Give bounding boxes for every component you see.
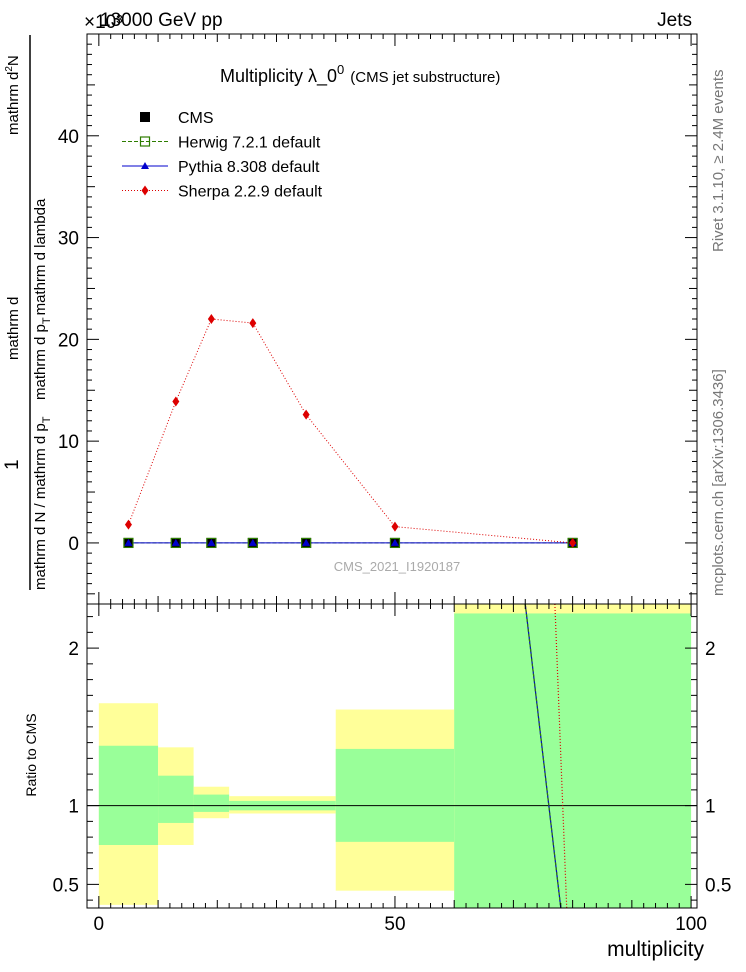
plot-title-sub: (CMS jet substructure): [350, 69, 500, 86]
data-point-herwig-legend-1: [139, 136, 151, 147]
data-point-sherpa-2: [207, 314, 215, 324]
data-point-sherpa-6: [569, 537, 577, 548]
ylabel-num2-a: mathrm d: [5, 297, 22, 360]
main-y-axis-label: 1 mathrm d N / mathrm d pT mathrm d math…: [2, 35, 53, 590]
x-axis-label: multiplicity: [607, 938, 704, 961]
series-line-3: [127, 318, 573, 544]
data-point-herwig-5: [389, 537, 401, 549]
y-tick-label: 40: [58, 127, 79, 148]
data-point-sherpa-4: [302, 409, 310, 420]
uncertainty-band-green-4: [335, 748, 455, 842]
data-point-herwig-0: [123, 537, 134, 549]
plot-title-sup: 0: [337, 62, 344, 77]
data-point-sherpa-1: [172, 396, 180, 407]
ratio-y-axis-label: Ratio to CMS: [23, 713, 39, 796]
exponent-label: ×10³: [84, 12, 123, 33]
legend-label-3: Sherpa 2.2.9 default: [178, 184, 323, 201]
data-point-herwig-1: [170, 537, 181, 549]
legend-label-1: Herwig 7.2.1 default: [178, 135, 321, 152]
ratio-y-tick-label-left: 2: [68, 639, 79, 660]
ylabel-num2-a2: mathrm d: [5, 72, 22, 135]
svg-text:Multiplicity λ_00(CMS jet sub: Multiplicity λ_00 (CMS jet substructure): [220, 62, 500, 87]
svg-text:mathrm d: mathrm d: [5, 297, 22, 360]
data-point-cms-legend-0: [140, 112, 150, 122]
ratio-y-tick-label-right: 1: [705, 797, 716, 818]
x-tick-label: 0: [94, 914, 105, 935]
ylabel-num2-sup: 2: [4, 66, 15, 72]
plot-title-main: Multiplicity λ_0: [220, 66, 337, 87]
x-tick-label: 100: [675, 914, 707, 935]
rivet-label: Rivet 3.1.10, ≥ 2.4M events: [710, 70, 727, 253]
y-tick-label: 30: [58, 229, 79, 250]
data-point-sherpa-5: [391, 521, 399, 532]
data-point-pythia-0: [124, 538, 133, 546]
data-point-pythia-3: [248, 538, 257, 546]
data-point-sherpa-0: [124, 519, 132, 530]
legend: CMS Herwig 7.2.1 default Pythia 8.308 defa…: [122, 110, 323, 201]
ylabel-den-a: mathrm d N / mathrm d p: [32, 423, 49, 590]
data-point-pythia-legend-2: [141, 162, 149, 169]
y-tick-label: 20: [58, 330, 79, 351]
ylabel-den2-c: mathrm d lambda: [32, 198, 49, 315]
ratio-plot-panel: 0 50 100 0.5 0.5 1 1 2 2: [53, 603, 731, 935]
watermark: CMS_2021_I1920187: [334, 559, 461, 574]
svg-text:mathrm d N / mathrm d pT: mathrm d N / mathrm d pT: [32, 416, 53, 590]
ylabel-num2-b: N: [5, 55, 22, 66]
ratio-y-tick-label-left: 1: [68, 797, 79, 818]
data-point-pythia-1: [171, 538, 180, 546]
data-point-herwig-4: [301, 537, 312, 549]
svg-text:mathrm d pTmathrm d lambda: mathrm d pTmathrm d lambda: [32, 198, 53, 400]
plot-title: Multiplicity λ_00 (CMS jet substructure): [220, 62, 500, 87]
data-point-pythia-5: [390, 538, 399, 546]
ylabel-den2-a: mathrm d p: [32, 324, 49, 400]
ylabel-den2-b: T: [41, 317, 53, 324]
uncertainty-band-green-5: [454, 613, 692, 908]
main-plot-panel: 0 10 20 30 40: [58, 33, 698, 605]
y-tick-label: 0: [68, 534, 79, 555]
data-point-herwig-2: [206, 537, 217, 549]
legend-label-0: CMS: [178, 110, 214, 127]
data-point-pythia-2: [207, 538, 216, 546]
x-tick-label: 50: [384, 914, 405, 935]
uncertainty-band-green-2: [193, 794, 230, 812]
ratio-y-tick-label-right: 0.5: [705, 875, 731, 896]
data-point-herwig-3: [247, 537, 258, 549]
svg-text:mathrm d2N: mathrm d2N: [4, 55, 22, 135]
ratio-y-tick-label-left: 0.5: [53, 875, 79, 896]
ratio-y-tick-label-right: 2: [705, 639, 716, 660]
y-tick-label: 10: [58, 432, 79, 453]
ylabel-den-b: T: [41, 416, 53, 423]
legend-label-2: Pythia 8.308 default: [178, 159, 320, 176]
uncertainty-band-green-1: [158, 775, 194, 823]
process-label: Jets: [657, 10, 692, 31]
data-point-sherpa-legend-3: [141, 185, 149, 196]
ratio-plot-frame: [86, 603, 698, 909]
data-point-pythia-4: [302, 538, 311, 546]
uncertainty-band-green-0: [98, 745, 159, 845]
ratio-line-1: [524, 603, 562, 909]
mcplots-label: mcplots.cern.ch [arXiv:1306.3436]: [710, 369, 727, 596]
energy-label: 13000 GeV pp: [100, 10, 223, 31]
ylabel-one: 1: [2, 459, 23, 470]
data-point-sherpa-3: [249, 318, 257, 329]
